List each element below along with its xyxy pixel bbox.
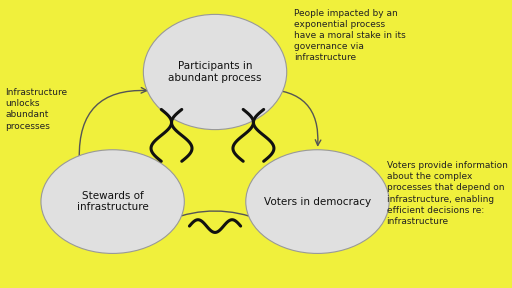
Text: People impacted by an
exponential process
have a moral stake in its
governance v: People impacted by an exponential proces… <box>294 9 406 62</box>
Text: Stewards of
infrastructure: Stewards of infrastructure <box>77 191 148 213</box>
Text: Participants in
abundant process: Participants in abundant process <box>168 61 262 83</box>
Text: Voters in democracy: Voters in democracy <box>264 197 371 206</box>
Ellipse shape <box>143 14 287 130</box>
Ellipse shape <box>41 150 184 253</box>
Text: Voters provide information
about the complex
processes that depend on
infrastruc: Voters provide information about the com… <box>387 161 507 226</box>
Ellipse shape <box>246 150 389 253</box>
Text: Infrastructure
unlocks
abundant
processes: Infrastructure unlocks abundant processe… <box>5 88 67 130</box>
